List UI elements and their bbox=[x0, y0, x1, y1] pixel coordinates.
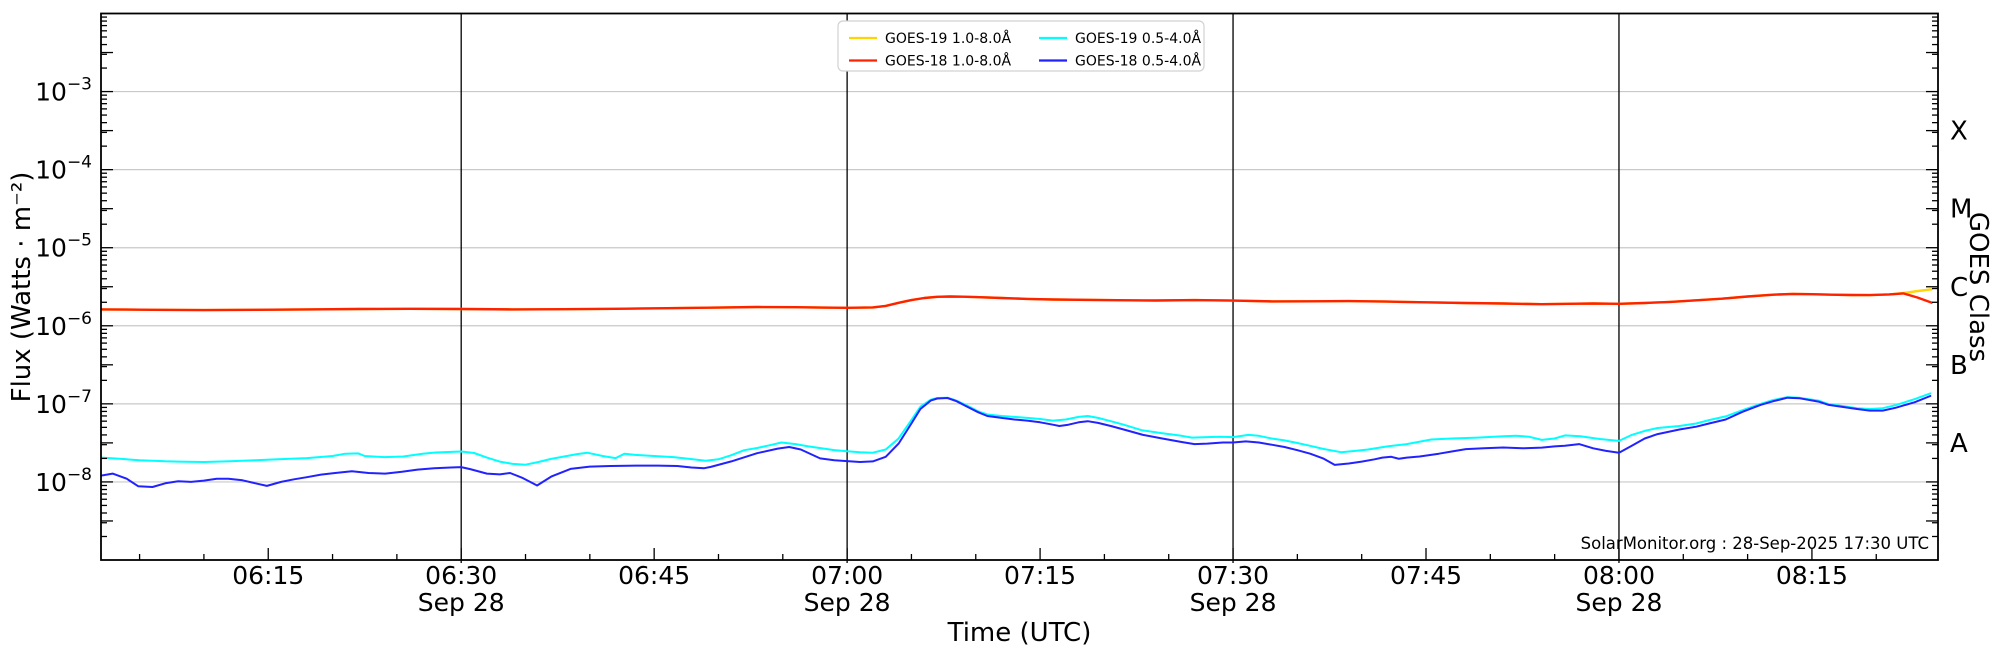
legend-item: GOES-19 1.0-8.0Å bbox=[849, 30, 1011, 47]
x-tick-label: 07:45 bbox=[1390, 561, 1462, 590]
goes-class-label: X bbox=[1950, 117, 1968, 147]
legend-label: GOES-18 0.5-4.0Å bbox=[1075, 53, 1201, 70]
y-tick-label: 10−5 bbox=[35, 231, 92, 263]
y-tick-label: 10−7 bbox=[35, 387, 92, 419]
legend-item: GOES-18 1.0-8.0Å bbox=[849, 53, 1011, 70]
axis-ticks bbox=[101, 16, 1938, 560]
series-group bbox=[101, 288, 1933, 488]
date-label: Sep 28 bbox=[1190, 588, 1277, 617]
legend-label: GOES-18 1.0-8.0Å bbox=[885, 53, 1011, 70]
x-tick-label: 07:30 bbox=[1197, 561, 1269, 590]
legend-label: GOES-19 0.5-4.0Å bbox=[1075, 30, 1201, 47]
series-line-goes-18-0-5-4-0- bbox=[101, 395, 1932, 488]
date-label: Sep 28 bbox=[804, 588, 891, 617]
right-axis-label: GOES Class bbox=[1963, 212, 1993, 362]
legend: GOES-19 1.0-8.0Å GOES-18 1.0-8.0Å GOES-19 … bbox=[837, 20, 1205, 72]
x-tick-label: 06:45 bbox=[618, 561, 690, 590]
legend-label: GOES-19 1.0-8.0Å bbox=[885, 30, 1011, 47]
x-tick-label: 07:15 bbox=[1004, 561, 1076, 590]
y-tick-label: 10−4 bbox=[35, 153, 92, 185]
source-annotation: SolarMonitor.org : 28-Sep-2025 17:30 UTC bbox=[1581, 534, 1929, 553]
goes-class-label: A bbox=[1950, 429, 1968, 459]
y-tick-label: 10−8 bbox=[35, 465, 92, 497]
y-tick-label: 10−6 bbox=[35, 309, 92, 341]
x-tick-label: 06:15 bbox=[232, 561, 304, 590]
y-axis-label: Flux (Watts · m⁻²) bbox=[7, 172, 37, 403]
legend-item: GOES-18 0.5-4.0Å bbox=[1039, 53, 1201, 70]
goes-class-label: C bbox=[1950, 273, 1968, 303]
series-line-goes-19-0-5-4-0- bbox=[101, 392, 1932, 466]
date-label: Sep 28 bbox=[1576, 588, 1663, 617]
y-tick-label: 10−3 bbox=[35, 75, 92, 107]
series-line-goes-18-1-0-8-0- bbox=[101, 292, 1933, 312]
gridlines bbox=[101, 90, 1938, 483]
goes-class-label: M bbox=[1950, 195, 1972, 225]
legend-box bbox=[837, 20, 1205, 72]
legend-item: GOES-19 0.5-4.0Å bbox=[1039, 30, 1201, 47]
x-tick-label: 08:15 bbox=[1776, 561, 1848, 590]
goes-class-label: B bbox=[1950, 351, 1968, 381]
x-tick-label: 07:00 bbox=[811, 561, 883, 590]
x-tick-label: 08:00 bbox=[1583, 561, 1655, 590]
x-axis-label: Time (UTC) bbox=[947, 618, 1092, 648]
date-label: Sep 28 bbox=[418, 588, 505, 617]
x-tick-label: 06:30 bbox=[425, 561, 497, 590]
